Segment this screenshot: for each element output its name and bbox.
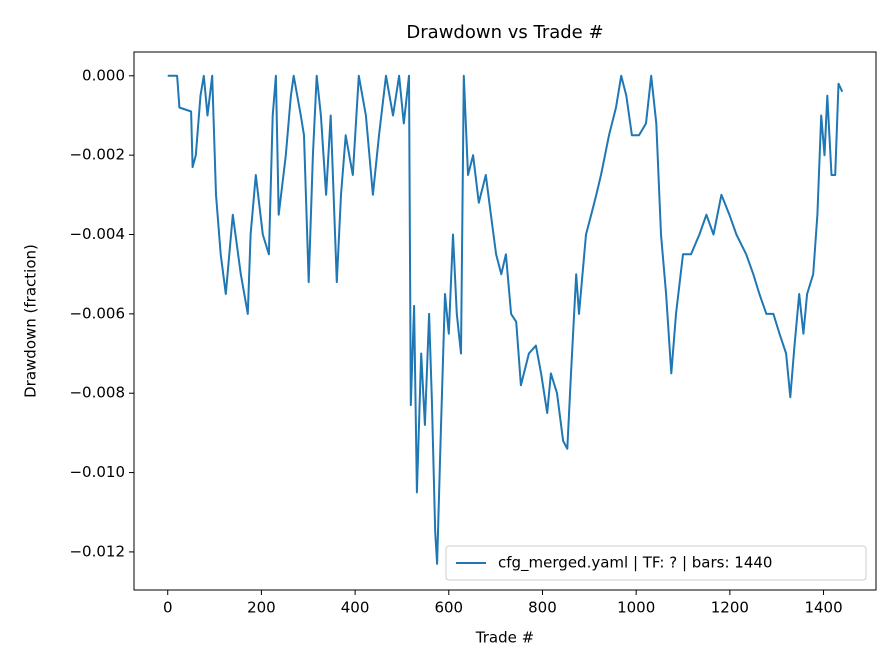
- y-axis-label: Drawdown (fraction): [22, 244, 40, 398]
- y-tick-label: −0.008: [69, 384, 125, 402]
- x-tick-label: 600: [434, 599, 463, 617]
- chart-title: Drawdown vs Trade #: [406, 22, 603, 43]
- x-tick-label: 0: [163, 599, 173, 617]
- x-axis-label: Trade #: [475, 629, 534, 647]
- y-tick-label: −0.004: [69, 225, 125, 243]
- y-tick-label: −0.012: [69, 542, 125, 560]
- line-series: [167, 74, 844, 565]
- legend-label: cfg_merged.yaml | TF: ? | bars: 1440: [498, 554, 772, 573]
- x-tick-label: 800: [528, 599, 557, 617]
- x-tick-label: 1200: [711, 599, 749, 617]
- y-tick-label: 0.000: [82, 66, 125, 84]
- x-tick-label: 200: [247, 599, 276, 617]
- x-tick-label: 1000: [617, 599, 655, 617]
- y-tick-label: −0.006: [69, 304, 125, 322]
- legend-box: [445, 545, 867, 581]
- y-tick-label: −0.010: [69, 463, 125, 481]
- y-tick-label: −0.002: [69, 146, 125, 164]
- x-tick-label: 400: [341, 599, 370, 617]
- plot-frame: [133, 51, 877, 591]
- x-tick-label: 1400: [804, 599, 842, 617]
